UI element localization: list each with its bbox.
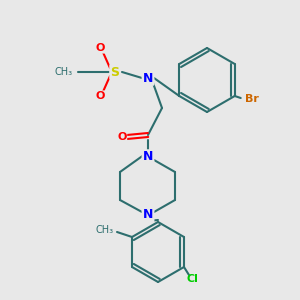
Text: N: N: [143, 208, 153, 221]
Text: CH₃: CH₃: [55, 67, 73, 77]
Text: Br: Br: [245, 94, 259, 104]
Text: N: N: [143, 71, 153, 85]
Text: N: N: [143, 151, 153, 164]
Text: O: O: [95, 91, 105, 101]
Text: O: O: [117, 132, 127, 142]
Text: S: S: [110, 65, 119, 79]
Text: CH₃: CH₃: [96, 225, 114, 235]
Text: Cl: Cl: [186, 274, 198, 284]
Text: O: O: [95, 43, 105, 53]
